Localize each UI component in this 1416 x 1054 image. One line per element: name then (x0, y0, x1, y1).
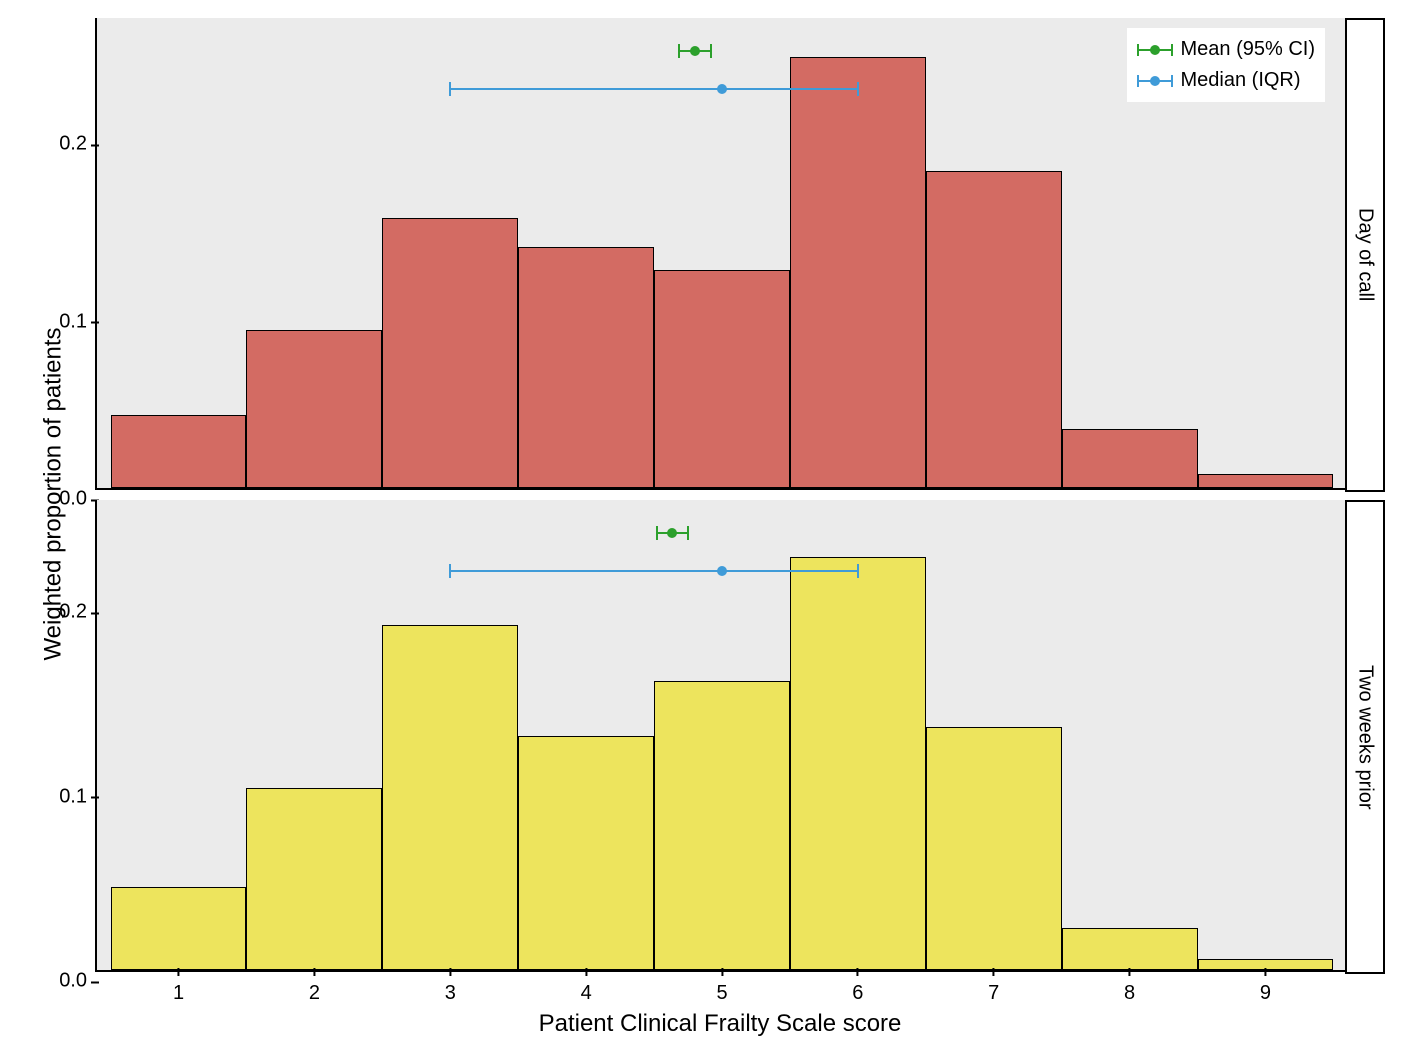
histogram-bar (1062, 429, 1198, 488)
faceted-histogram-chart: Weighted proportion of patients Patient … (10, 10, 1406, 1044)
histogram-bar (518, 247, 654, 488)
x-tick-label: 9 (1260, 970, 1271, 1005)
histogram-bar (654, 270, 790, 488)
histogram-bar (518, 736, 654, 970)
histogram-bar (246, 330, 382, 488)
histogram-bar (246, 788, 382, 970)
legend-label: Median (IQR) (1181, 69, 1301, 92)
y-tick-label: 0.2 (59, 601, 97, 624)
histogram-bar (1062, 928, 1198, 970)
legend: Mean (95% CI) Median (IQR) (1127, 28, 1326, 102)
histogram-bar (111, 887, 247, 970)
histogram-bar (382, 625, 518, 970)
histogram-bar (790, 557, 926, 970)
x-tick-label: 6 (852, 970, 863, 1005)
legend-label: Mean (95% CI) (1181, 38, 1316, 61)
facet-label: Day of call (1345, 18, 1385, 492)
histogram-bar (111, 415, 247, 488)
histogram-bar (1198, 474, 1334, 488)
x-tick-label: 2 (309, 970, 320, 1005)
histogram-bar (926, 171, 1062, 488)
facet-label: Two weeks prior (1345, 500, 1385, 974)
panel-two-weeks-prior: 0.00.10.2123456789 (95, 500, 1347, 972)
legend-item: Median (IQR) (1137, 65, 1316, 96)
x-tick-label: 4 (581, 970, 592, 1005)
histogram-bar (382, 218, 518, 488)
x-tick-label: 7 (988, 970, 999, 1005)
x-axis-label: Patient Clinical Frailty Scale score (539, 1010, 902, 1038)
y-tick-label: 0.0 (59, 488, 97, 511)
y-tick-label: 0.2 (59, 133, 97, 156)
histogram-bar (926, 727, 1062, 970)
histogram-bar (654, 681, 790, 970)
y-tick-label: 0.1 (59, 785, 97, 808)
legend-item: Mean (95% CI) (1137, 34, 1316, 65)
x-tick-label: 5 (716, 970, 727, 1005)
x-tick-label: 3 (445, 970, 456, 1005)
legend-marker (1137, 41, 1173, 59)
histogram-bar (790, 57, 926, 488)
y-tick-label: 0.1 (59, 310, 97, 333)
y-tick-label: 0.0 (59, 970, 97, 993)
x-tick-label: 8 (1124, 970, 1135, 1005)
x-tick-label: 1 (173, 970, 184, 1005)
legend-marker (1137, 72, 1173, 90)
